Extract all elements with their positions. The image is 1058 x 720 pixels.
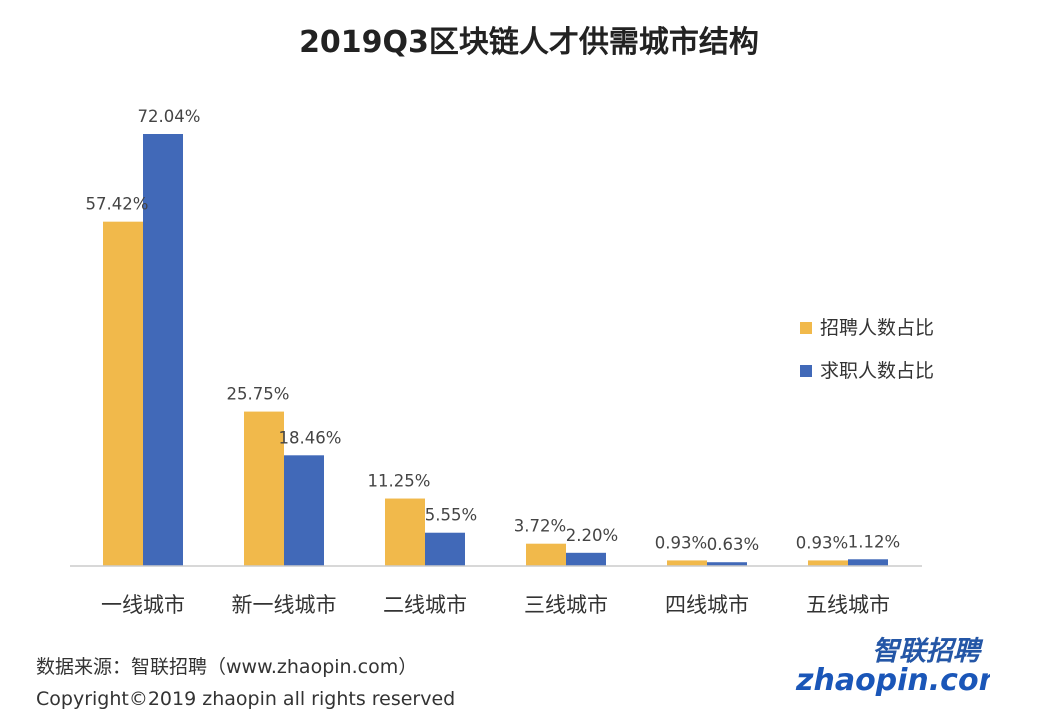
source-note: 数据来源：智联招聘（www.zhaopin.com） xyxy=(36,656,418,678)
bars-group xyxy=(103,134,888,566)
legend-label-1: 求职人数占比 xyxy=(820,360,934,382)
logo-cn-text: 智联招聘 xyxy=(872,636,984,667)
legend-swatch-1 xyxy=(800,365,812,377)
category-label-2: 二线城市 xyxy=(383,593,467,617)
category-labels-group: 一线城市 新一线城市 二线城市 三线城市 四线城市 五线城市 xyxy=(101,593,890,617)
bar-s1-3 xyxy=(566,552,606,566)
value-label-s1-1: 18.46% xyxy=(279,428,342,447)
value-label-s1-0: 72.04% xyxy=(138,107,201,126)
value-label-s0-0: 57.42% xyxy=(86,195,149,214)
bar-s1-2 xyxy=(425,532,465,566)
bar-s0-0 xyxy=(103,221,143,566)
value-label-s0-4: 0.93% xyxy=(655,533,707,552)
chart-title: 2019Q3区块链人才供需城市结构 xyxy=(299,25,759,60)
bar-s0-5 xyxy=(808,560,848,566)
value-label-s1-5: 1.12% xyxy=(848,532,900,551)
value-labels-group: 57.42% 72.04% 25.75% 18.46% 11.25% 5.55% 3.72%… xyxy=(86,107,901,554)
legend-swatch-0 xyxy=(800,322,812,334)
category-label-5: 五线城市 xyxy=(806,593,890,617)
bar-s1-4 xyxy=(707,562,747,566)
value-label-s0-2: 11.25% xyxy=(368,472,431,491)
value-label-s1-2: 5.55% xyxy=(425,506,477,525)
logo-en-text: zhaopin.com xyxy=(795,663,990,696)
copyright-note: Copyright©2019 zhaopin all rights reserv… xyxy=(36,688,456,710)
value-label-s1-4: 0.63% xyxy=(707,535,759,554)
category-label-4: 四线城市 xyxy=(665,593,749,617)
legend-label-0: 招聘人数占比 xyxy=(820,317,934,339)
value-label-s1-3: 2.20% xyxy=(566,526,618,545)
bar-s1-1 xyxy=(284,455,324,566)
bar-s0-4 xyxy=(667,560,707,566)
category-label-1: 新一线城市 xyxy=(232,593,337,617)
bar-s0-1 xyxy=(244,411,284,566)
category-label-0: 一线城市 xyxy=(101,593,185,617)
value-label-s0-5: 0.93% xyxy=(796,533,848,552)
category-label-3: 三线城市 xyxy=(524,593,608,617)
bar-s0-3 xyxy=(526,543,566,566)
bar-s1-0 xyxy=(143,134,183,566)
value-label-s0-1: 25.75% xyxy=(227,385,290,404)
zhaopin-logo: 智联招聘 zhaopin.com xyxy=(795,636,990,696)
bar-s1-5 xyxy=(848,559,888,566)
value-label-s0-3: 3.72% xyxy=(514,517,566,536)
bar-s0-2 xyxy=(385,498,425,566)
